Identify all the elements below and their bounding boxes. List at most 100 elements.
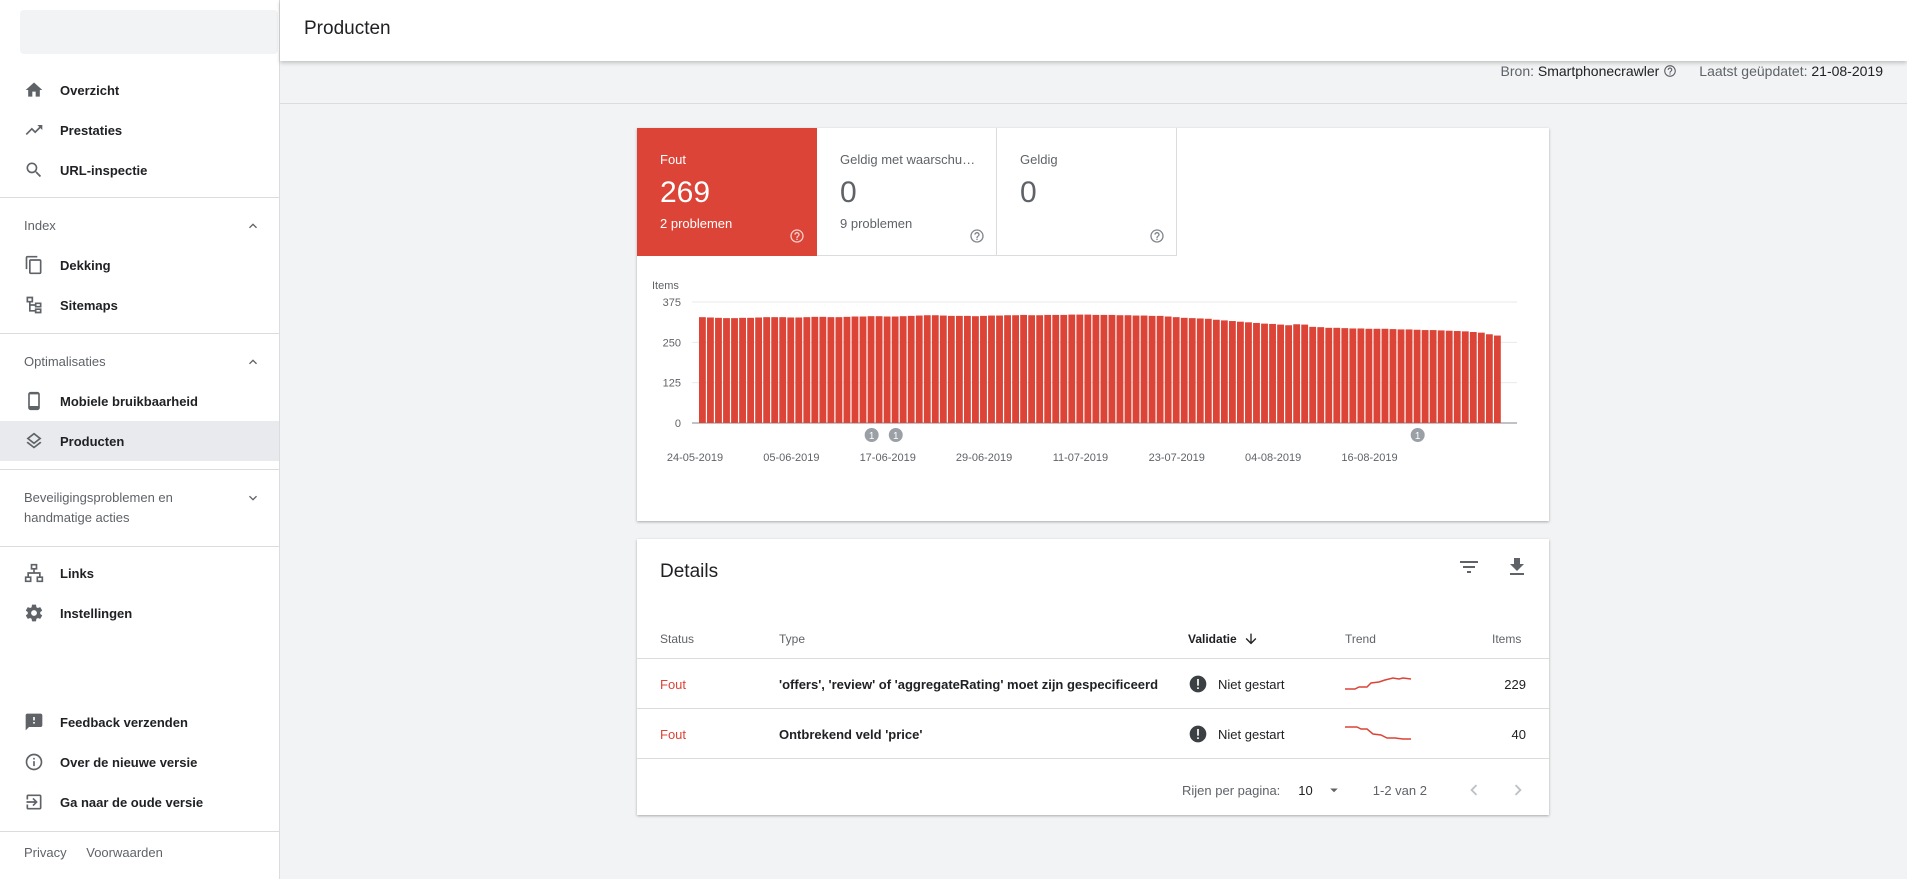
sidebar-item-label: Over de nieuwe versie [60,754,198,770]
chart-bar [1076,314,1084,423]
chart-bar [1084,314,1092,423]
copy-icon [25,255,42,275]
chart-bar [1148,315,1156,423]
chart-bar [1397,329,1405,423]
chart-bar [1413,329,1421,423]
sidebar-item-links[interactable]: Links [0,553,279,593]
row-type: Ontbrekend veld 'price' [779,726,923,742]
sidebar-item-overzicht[interactable]: Overzicht [0,70,279,110]
x-tick-label: 04-08-2019 [1245,452,1301,464]
sidebar-item-oude-versie[interactable]: Ga naar de oude versie [0,782,279,822]
chart-bar [699,317,706,423]
chart-bar [819,316,827,423]
items-bar-chart[interactable]: 375 250 125 0 1 1 1 24-05-2019 05-06-2019 17-06-2… [637,268,1549,518]
col-status[interactable]: Status [660,632,695,646]
chart-bar [859,316,867,423]
col-validation[interactable]: Validatie [1188,619,1259,659]
chart-bar [1124,315,1132,423]
chart-bar [1301,324,1309,423]
chart-bar [1196,318,1204,423]
x-tick-label: 17-06-2019 [860,452,916,464]
sidebar-item-label: Ga naar de oude versie [60,794,204,810]
table-row[interactable]: Fout 'offers', 'review' of 'aggregateRat… [637,659,1549,709]
chart-bar [1044,314,1052,423]
chart-bar [1469,332,1477,423]
chart-bar [1028,315,1036,423]
section-security-header[interactable]: Beveiligingsproblemen en handmatige acti… [0,488,279,528]
sidebar-item-feedback[interactable]: Feedback verzenden [0,702,279,742]
sidebar-item-label: Links [60,565,94,581]
tile-geldig-met-waarschuwingen[interactable]: Geldig met waarschuwingen 0 9 problemen [817,128,997,256]
chart-bar [1052,314,1060,423]
terms-link[interactable]: Voorwaarden [86,845,163,860]
sidebar-item-dekking[interactable]: Dekking [0,245,279,285]
chart-bar [1285,325,1293,423]
sidebar-item-url-inspectie[interactable]: URL-inspectie [0,150,279,190]
chart-bar [1172,317,1180,423]
smartphone-icon [28,391,40,411]
sidebar-item-prestaties[interactable]: Prestaties [0,110,279,150]
property-selector[interactable] [20,10,278,54]
report-meta-bar: Bron: Smartphonecrawler Laatst geüpdatet… [280,61,1907,104]
next-page-icon[interactable] [1507,779,1529,801]
sidebar-item-label: Mobiele bruikbaarheid [60,393,198,409]
home-icon [25,82,43,97]
source-label: Bron: [1500,63,1534,79]
sidebar-divider [0,333,279,334]
chart-bar [1204,318,1212,423]
updated-label: Laatst geüpdatet: [1699,63,1808,79]
chart-bar [1245,322,1252,423]
chart-bar [1277,324,1284,423]
y-tick-label: 375 [663,297,681,309]
download-icon[interactable] [1505,555,1529,579]
sidebar-item-sitemaps[interactable]: Sitemaps [0,285,279,325]
chart-bar [1269,323,1276,423]
chart-bar [1116,315,1124,423]
row-trend [1345,709,1411,759]
chart-bar [1453,331,1461,423]
chevron-down-icon [249,495,257,501]
row-items: 40 [1511,726,1526,742]
sidebar-item-over-nieuwe-versie[interactable]: Over de nieuwe versie [0,742,279,782]
table-row[interactable]: Fout Ontbrekend veld 'price' Niet gestar… [637,709,1549,759]
help-icon[interactable] [789,228,805,244]
help-icon[interactable] [1663,64,1677,78]
help-icon[interactable] [1149,228,1165,244]
sidebar-item-instellingen[interactable]: Instellingen [0,593,279,633]
chart-bar [1421,330,1429,423]
section-optimalisaties-header[interactable]: Optimalisaties [0,352,279,372]
tile-geldig[interactable]: Geldig 0 [997,128,1177,256]
feedback-icon [25,713,43,731]
chart-bar [1261,323,1268,423]
sidebar-item-producten[interactable]: Producten [0,421,279,461]
chart-bar [1068,314,1076,423]
sidebar-item-label: Feedback verzenden [60,714,188,730]
chart-bar [1445,330,1453,423]
tile-fout[interactable]: Fout 269 2 problemen [637,128,817,256]
sidebar-item-mobiele-bruikbaarheid[interactable]: Mobiele bruikbaarheid [0,381,279,421]
sidebar-divider [0,546,279,547]
rows-per-page-select[interactable]: 10 [1298,781,1342,799]
section-index-header[interactable]: Index [0,216,279,236]
tile-value: 0 [840,176,857,209]
chart-annotation-marker [864,428,879,442]
exclamation-icon [1189,725,1207,743]
prev-page-icon[interactable] [1463,779,1485,801]
rows-per-page-value: 10 [1298,782,1313,798]
col-type[interactable]: Type [779,632,806,646]
chart-bar [1253,322,1260,423]
help-icon[interactable] [969,228,985,244]
page-range: 1-2 van 2 [1372,782,1427,798]
chart-bar [851,316,859,423]
privacy-link[interactable]: Privacy [24,845,67,860]
chart-bar [1237,321,1244,423]
chart-bar [883,316,891,423]
section-label-line2: handmatige acties [24,510,130,525]
section-label-line1: Beveiligingsproblemen en [24,490,173,505]
chart-bar [715,317,722,423]
col-trend[interactable]: Trend [1345,632,1376,646]
filter-icon[interactable] [1457,555,1481,579]
col-items[interactable]: Items [1492,632,1522,646]
chart-bar [947,315,955,423]
page-title: Producten [304,18,391,39]
